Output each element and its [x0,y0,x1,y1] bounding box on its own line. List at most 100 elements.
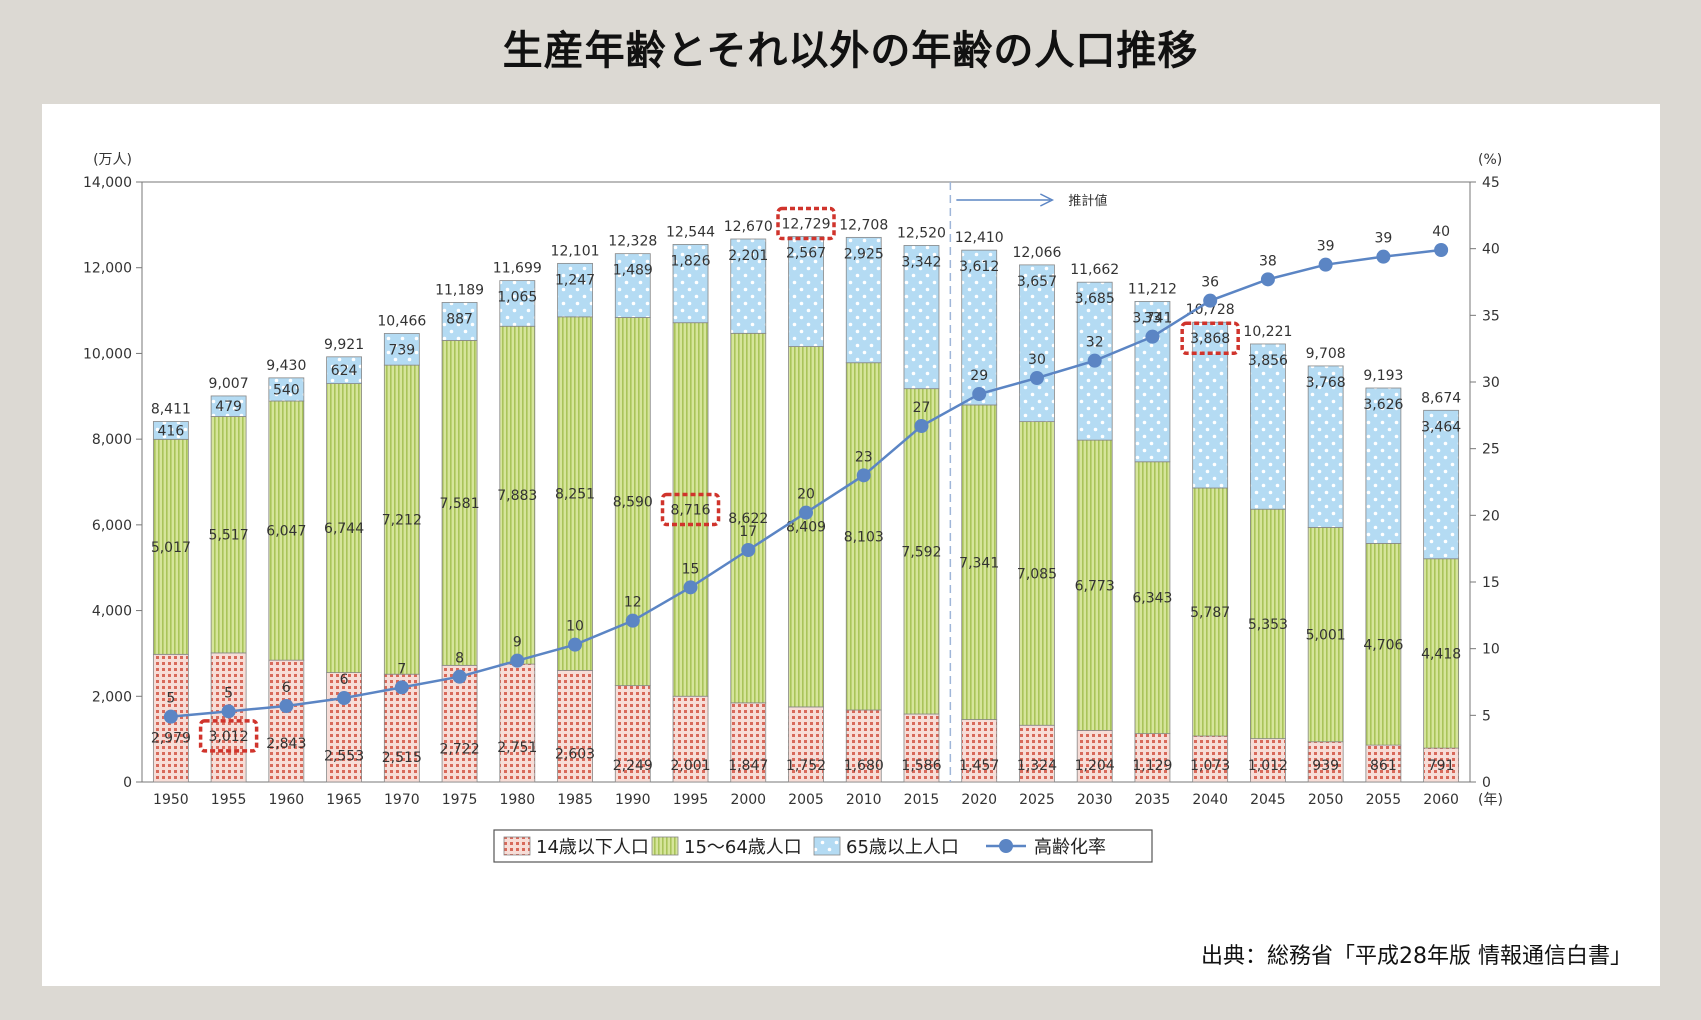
segment-value-label: 939 [1312,758,1339,774]
total-label: 12,101 [551,243,600,259]
aging-rate-label: 40 [1432,224,1450,240]
bar-segment [268,400,305,661]
aging-rate-label: 6 [282,680,291,696]
segment-value-label: 1,847 [728,758,768,774]
segment-value-label: 2,553 [324,749,364,765]
y-right-tick-label: 5 [1482,708,1491,724]
segment-value-label: 3,342 [901,254,941,270]
segment-value-label: 8,622 [728,511,768,527]
x-unit: (年) [1478,792,1503,808]
segment-value-label: 6,047 [266,524,306,540]
segment-value-label: 1,826 [670,253,710,269]
segment-value-label: 2,603 [555,746,595,762]
population-chart: 0 2,000 4,000 6,000 8,000 10,000 12,000 14,000 (… [83,152,1503,863]
segment-value-label: 8,590 [613,495,653,511]
segment-value-label: 7,085 [1017,566,1057,582]
bar-segment [961,249,998,406]
segment-value-label: 5,517 [209,528,249,544]
segment-value-label: 1,204 [1075,758,1115,774]
segment-value-label: 7,341 [959,555,999,571]
bar-segment [1307,527,1344,743]
aging-rate-label: 32 [1086,335,1104,351]
x-tick-label: 1995 [673,792,709,808]
axes: 0 2,000 4,000 6,000 8,000 10,000 12,000 14,000 (… [83,152,1503,808]
bar-segment [1019,724,1055,783]
bar-segment [1423,409,1460,560]
bar-segment [672,244,709,324]
segment-value-label: 3,612 [959,259,999,275]
source-note: 出典：総務省「平成28年版 情報通信白書」 [1201,944,1632,969]
segment-value-label: 2,751 [497,740,537,756]
segment-value-label: 1,680 [844,758,884,774]
x-tick-label: 2045 [1250,792,1286,808]
bar-segment [1250,738,1286,783]
segment-labels: 2,979 5,017 416 8,411 3,012 5,517 479 9,007 2,84… [151,217,1461,774]
x-tick-label: 1980 [499,792,535,808]
aging-rate-label: 10 [566,619,584,635]
aging-rate-point [914,419,929,433]
aging-rate-label: 30 [1028,352,1046,368]
aging-rate-label: 27 [913,400,931,416]
y-left-tick-label: 10,000 [83,346,132,362]
segment-value-label: 2,567 [786,246,826,262]
segment-value-label: 2,201 [728,248,768,264]
x-tick-label: 2010 [846,792,882,808]
legend-swatch [651,836,679,856]
segment-value-label: 6,744 [324,521,364,537]
y-right-tick-label: 30 [1482,375,1500,391]
y-right-tick-label: 25 [1482,442,1500,458]
segment-value-label: 6,773 [1075,578,1115,594]
segment-value-label: 4,706 [1363,637,1403,653]
x-tick-label: 1960 [269,792,305,808]
bar-segment [1307,365,1344,528]
segment-value-label: 3,626 [1363,397,1403,413]
bar-segment [903,713,940,783]
bar-segment [1019,264,1055,423]
aging-rate-point [337,691,352,705]
segment-value-label: 1,324 [1017,758,1057,774]
segment-value-label: 8,103 [844,529,884,545]
bar-segment [326,356,362,384]
segment-value-label: 5,017 [151,540,191,556]
y-right-tick-label: 15 [1482,575,1500,591]
bar-segment [961,404,998,720]
y-right-tick-label: 35 [1482,308,1500,324]
aging-rate-label: 29 [970,368,988,384]
aging-rate-point [856,468,871,483]
aging-rate-label: 15 [682,561,700,577]
bar-segment [788,236,824,347]
segment-value-label: 1,247 [555,272,595,288]
y-left-unit: (万人) [93,152,132,168]
y-right-tick-label: 45 [1482,175,1500,191]
y-right-tick-label: 20 [1482,508,1500,524]
segment-value-label: 1,073 [1190,758,1230,774]
aging-rate-point [1029,371,1044,385]
x-tick-label: 2030 [1077,792,1113,808]
aging-rate-point [1434,243,1449,257]
segment-value-label: 4,418 [1421,646,1461,662]
page-title: 生産年齢とそれ以外の年齢の人口推移 [502,28,1199,74]
x-tick-label: 1970 [384,792,420,808]
legend: 14歳以下人口 15～64歳人口 65歳以上人口 高齢化率 [493,829,1153,863]
aging-rate-label: 5 [166,691,175,707]
segment-value-label: 2,001 [670,758,710,774]
legend-label: 高齢化率 [1034,837,1106,858]
aging-rate-label: 7 [397,661,406,677]
legend-label: 65歳以上人口 [846,837,959,858]
aging-rate-label: 6 [340,672,349,688]
segment-value-label: 8,716 [670,502,710,518]
total-label: 9,708 [1306,346,1346,362]
x-tick-label: 1985 [557,792,593,808]
segment-value-label: 2,249 [613,758,653,774]
segment-value-label: 5,353 [1248,617,1288,633]
aging-rate-point [1376,249,1391,264]
legend-swatch [503,836,531,856]
segment-value-label: 3,868 [1190,331,1230,347]
x-tick-label: 2020 [961,792,997,808]
y-left-tick-label: 12,000 [83,261,132,277]
x-tick-label: 1965 [326,792,362,808]
aging-rate-point [568,637,583,652]
bar-segment [788,706,824,783]
bar-segment [1250,508,1286,740]
total-label: 12,410 [955,230,1004,246]
